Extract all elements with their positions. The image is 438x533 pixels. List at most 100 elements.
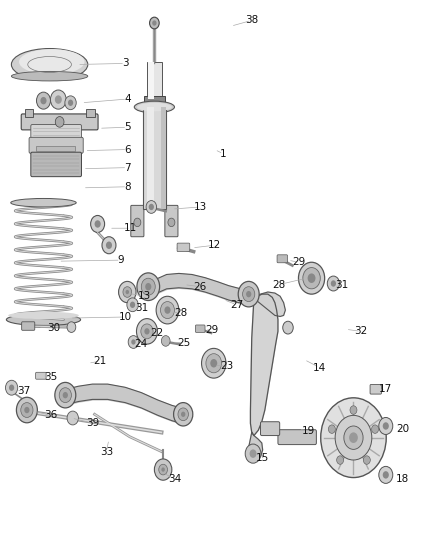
Circle shape — [250, 449, 257, 458]
Circle shape — [55, 95, 62, 104]
Polygon shape — [254, 292, 286, 317]
Bar — [143, 107, 166, 209]
Circle shape — [152, 20, 156, 26]
Circle shape — [161, 336, 170, 346]
Polygon shape — [249, 432, 263, 459]
Text: 32: 32 — [354, 326, 367, 336]
Circle shape — [16, 397, 37, 423]
Ellipse shape — [8, 312, 79, 319]
Circle shape — [145, 283, 151, 290]
Circle shape — [246, 291, 251, 297]
Circle shape — [168, 218, 175, 227]
Circle shape — [379, 466, 393, 483]
Ellipse shape — [19, 49, 85, 75]
Ellipse shape — [7, 314, 81, 326]
Circle shape — [50, 90, 66, 109]
Circle shape — [331, 280, 336, 287]
Circle shape — [24, 407, 29, 413]
Bar — [148, 62, 154, 99]
FancyBboxPatch shape — [278, 430, 316, 445]
FancyBboxPatch shape — [177, 243, 190, 252]
Circle shape — [150, 17, 159, 29]
Circle shape — [371, 425, 378, 433]
Text: 26: 26 — [193, 282, 206, 292]
Text: 30: 30 — [47, 322, 60, 333]
Circle shape — [131, 340, 136, 345]
Circle shape — [328, 425, 336, 433]
Circle shape — [201, 349, 226, 378]
Circle shape — [137, 273, 159, 301]
Circle shape — [106, 241, 112, 249]
Circle shape — [156, 296, 179, 324]
Circle shape — [127, 298, 138, 312]
Text: 21: 21 — [94, 356, 107, 366]
Circle shape — [181, 411, 185, 417]
Circle shape — [178, 408, 188, 421]
Text: 20: 20 — [396, 424, 409, 434]
Circle shape — [55, 117, 64, 127]
Circle shape — [95, 220, 101, 228]
Text: 36: 36 — [44, 410, 57, 421]
Text: 27: 27 — [230, 300, 243, 310]
Circle shape — [307, 273, 315, 283]
Text: 7: 7 — [124, 163, 131, 173]
Text: 13: 13 — [194, 202, 207, 212]
Circle shape — [119, 281, 136, 303]
Circle shape — [68, 100, 73, 106]
Bar — [144, 96, 165, 103]
Polygon shape — [251, 294, 278, 435]
Circle shape — [67, 411, 78, 425]
Bar — [147, 107, 154, 209]
Text: 28: 28 — [272, 280, 286, 289]
Circle shape — [40, 97, 46, 104]
Circle shape — [379, 417, 393, 434]
Text: 22: 22 — [150, 328, 164, 338]
Bar — [161, 107, 166, 209]
Circle shape — [160, 302, 174, 319]
FancyBboxPatch shape — [31, 152, 81, 176]
Text: 8: 8 — [124, 182, 131, 192]
Circle shape — [91, 215, 105, 232]
Text: 28: 28 — [174, 308, 187, 318]
Bar — [86, 109, 95, 117]
Circle shape — [21, 402, 33, 417]
Circle shape — [335, 415, 372, 460]
FancyBboxPatch shape — [31, 125, 81, 139]
Circle shape — [245, 444, 261, 463]
Circle shape — [63, 392, 68, 398]
FancyBboxPatch shape — [131, 205, 144, 237]
Circle shape — [55, 382, 76, 408]
Text: 35: 35 — [44, 372, 57, 382]
Circle shape — [161, 467, 165, 472]
Circle shape — [210, 359, 217, 368]
Circle shape — [344, 426, 363, 449]
Circle shape — [65, 96, 76, 110]
Text: 24: 24 — [134, 339, 148, 349]
Circle shape — [146, 200, 156, 213]
Circle shape — [123, 287, 132, 297]
Circle shape — [164, 306, 170, 314]
FancyBboxPatch shape — [165, 205, 178, 237]
Circle shape — [383, 471, 389, 479]
Circle shape — [349, 432, 358, 443]
Circle shape — [364, 456, 370, 464]
Circle shape — [9, 384, 14, 391]
Circle shape — [327, 276, 339, 291]
Circle shape — [283, 321, 293, 334]
Circle shape — [141, 324, 153, 339]
Text: 18: 18 — [396, 474, 409, 484]
Circle shape — [128, 336, 139, 349]
Circle shape — [173, 402, 193, 426]
Ellipse shape — [11, 198, 76, 207]
Text: 9: 9 — [117, 255, 124, 265]
Text: 39: 39 — [87, 418, 100, 429]
Circle shape — [6, 380, 18, 395]
Ellipse shape — [134, 101, 174, 113]
FancyBboxPatch shape — [35, 372, 46, 379]
Text: 25: 25 — [177, 338, 191, 348]
Circle shape — [303, 268, 320, 289]
Circle shape — [206, 354, 222, 373]
Bar — [36, 146, 75, 151]
Ellipse shape — [11, 49, 88, 80]
Text: 12: 12 — [208, 240, 221, 250]
